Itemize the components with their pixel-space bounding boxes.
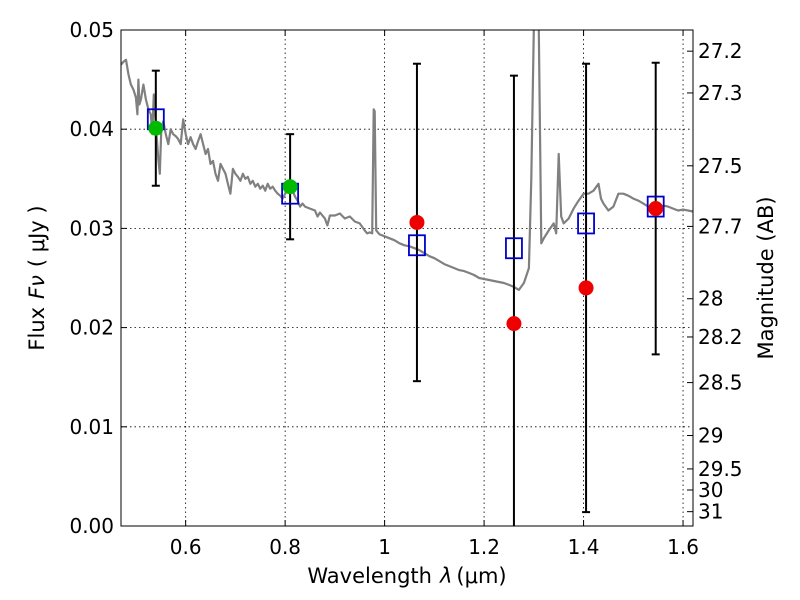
y2-tick-label: 28 [698, 287, 723, 311]
data-point [409, 214, 425, 230]
y-tick-label: 0.01 [69, 415, 114, 439]
y-tick-label: 0.00 [69, 514, 114, 538]
y-axis-label: Flux Fν ( μJy ) [25, 205, 49, 350]
x-tick-label: 1.4 [568, 535, 600, 559]
model-box [408, 234, 426, 257]
data-point [648, 201, 664, 217]
y2-tick-label: 31 [698, 500, 723, 524]
x-tick-label: 0.6 [170, 535, 202, 559]
x-axis-label: Wavelength λ (μm) [307, 564, 506, 588]
model-box [577, 212, 595, 235]
x-tick-label: 0.8 [269, 535, 301, 559]
x-axis-label-unit: (μm) [456, 564, 506, 588]
y2-tick-label: 27.3 [698, 81, 743, 105]
ticks: 0.6 0.8 1 1.2 1.4 1.6 0.00 0.01 0.02 0.03 0.04 0.05… [69, 18, 742, 559]
y-tick-label: 0.03 [69, 216, 114, 240]
y2-tick-label: 27.5 [698, 154, 743, 178]
y-tick-label: 0.04 [69, 117, 114, 141]
model-box [646, 195, 665, 218]
y-axis-label-unit: ( μJy ) [25, 205, 49, 267]
y2-tick-label: 29 [698, 424, 723, 448]
x-axis-label-text: Wavelength [307, 564, 432, 588]
data-point [578, 280, 594, 296]
data-point [148, 120, 164, 136]
x-tick-label: 1.6 [667, 535, 699, 559]
plot-frame [120, 29, 694, 527]
y-axis-label-symbol: Fν [25, 275, 49, 299]
dot-layer [148, 120, 664, 332]
y-tick-label: 0.02 [69, 316, 114, 340]
y2-tick-label: 29.5 [698, 457, 743, 481]
model-box [505, 237, 523, 260]
spectrum-layer [121, 30, 693, 291]
y2-axis-label: Magnitude (AB) [754, 196, 778, 359]
y-axis-label-text: Flux [25, 307, 49, 351]
y2-tick-label: 28.2 [698, 325, 743, 349]
spectrum-line [121, 30, 693, 291]
y2-tick-label: 30 [698, 478, 723, 502]
y2-tick-label: 27.7 [698, 214, 743, 238]
plot-area [121, 30, 693, 526]
y2-tick-label: 27.2 [698, 39, 743, 63]
x-tick-label: 1 [378, 535, 391, 559]
y2-tick-label: 28.5 [698, 371, 743, 395]
data-point [506, 316, 522, 332]
y-tick-label: 0.05 [69, 18, 114, 42]
x-tick-label: 1.2 [468, 535, 500, 559]
x-axis-label-symbol: λ [439, 564, 452, 588]
data-point [282, 179, 298, 195]
